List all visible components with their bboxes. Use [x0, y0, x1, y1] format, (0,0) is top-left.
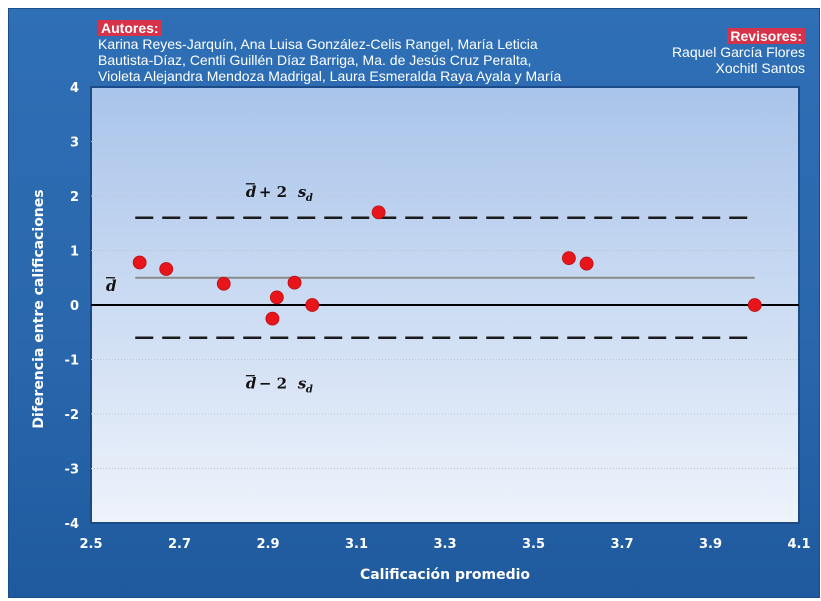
data-point — [371, 205, 386, 220]
y-tick-label: 0 — [70, 299, 79, 314]
x-tick-label: 2.5 — [79, 537, 102, 552]
y-tick-label: 3 — [70, 136, 79, 151]
data-point — [579, 256, 594, 271]
x-tick-label: 3.1 — [345, 537, 368, 552]
x-tick-label: 4.1 — [787, 537, 810, 552]
data-points — [132, 205, 762, 326]
x-tick-label: 2.9 — [256, 537, 279, 552]
data-point — [562, 251, 576, 266]
reviewers-heading: Revisores: — [727, 28, 805, 44]
data-point — [287, 275, 302, 290]
x-tick-label: 3.9 — [699, 537, 722, 552]
y-tick-label: -2 — [65, 408, 79, 423]
data-point — [269, 290, 284, 305]
gridlines — [91, 141, 799, 469]
reference-label-text: d — [106, 277, 117, 295]
x-tick-label: 2.7 — [168, 537, 191, 552]
authors-line: Karina Reyes-Jarquín, Ana Luisa González… — [98, 36, 538, 52]
authors-line: Violeta Alejandra Mendoza Madrigal, Laur… — [98, 68, 562, 84]
reference-label-text: d — [306, 193, 313, 204]
y-tick-label: -3 — [65, 463, 79, 478]
reference-label-text: − 2 — [259, 375, 287, 393]
data-point — [216, 276, 231, 291]
y-tick-label: 4 — [70, 81, 79, 96]
x-axis-title: Calificación promedio — [360, 567, 530, 583]
data-point — [265, 311, 280, 326]
x-tick-label: 3.5 — [522, 537, 545, 552]
y-axis-title: Diferencia entre calificaciones — [31, 189, 47, 428]
y-tick-label: -4 — [65, 517, 79, 532]
authors-credits: Autores: Karina Reyes-Jarquín, Ana Luisa… — [98, 20, 618, 84]
reviewer-name: Raquel García Flores — [671, 44, 805, 60]
data-point — [747, 298, 762, 312]
data-point — [159, 262, 174, 276]
reference-label-text: d — [246, 183, 257, 201]
y-tick-label: 2 — [70, 190, 79, 205]
mean-label: d — [106, 277, 117, 295]
reference-label-text: + 2 — [259, 183, 287, 201]
reference-label-text: s — [298, 375, 307, 393]
reviewers-credits: Revisores: Raquel García Flores Xochitl … — [672, 28, 805, 76]
data-point — [132, 255, 147, 270]
reference-label-text: s — [298, 183, 307, 201]
y-tick-label: 1 — [70, 245, 79, 260]
x-tick-label: 3.3 — [433, 537, 456, 552]
reference-label-text: d — [306, 385, 313, 396]
reviewer-name: Xochitl Santos — [715, 60, 806, 76]
reference-label-text: d — [246, 375, 257, 393]
reference-lines: d + 2 s dd − 2 s dd — [91, 183, 799, 396]
x-tick-label: 3.7 — [610, 537, 633, 552]
tick-labels: -4 -3 -2 -1 0 1 2 3 4 2.5 2.7 2.9 3.1 3.3 3.5 3.7 3.9 4.1 — [65, 81, 811, 552]
authors-heading: Autores: — [98, 20, 162, 36]
authors-line: Bautista-Díaz, Centli Guillén Díaz Barri… — [98, 52, 532, 68]
data-point — [305, 298, 320, 312]
y-tick-label: -1 — [65, 354, 79, 369]
